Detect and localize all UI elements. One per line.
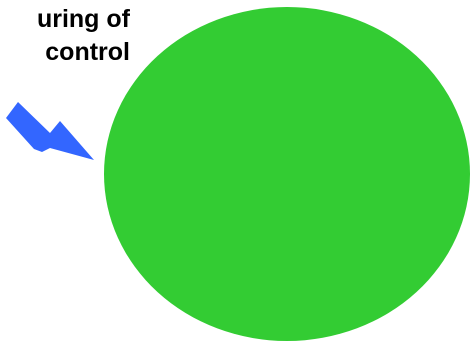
caption-line-2: control	[45, 38, 130, 66]
green-circle	[104, 7, 470, 341]
caption-text: uring of control	[37, 3, 130, 69]
caption-line-1: uring of	[36, 5, 130, 33]
arrow-down-right-icon	[6, 102, 94, 160]
